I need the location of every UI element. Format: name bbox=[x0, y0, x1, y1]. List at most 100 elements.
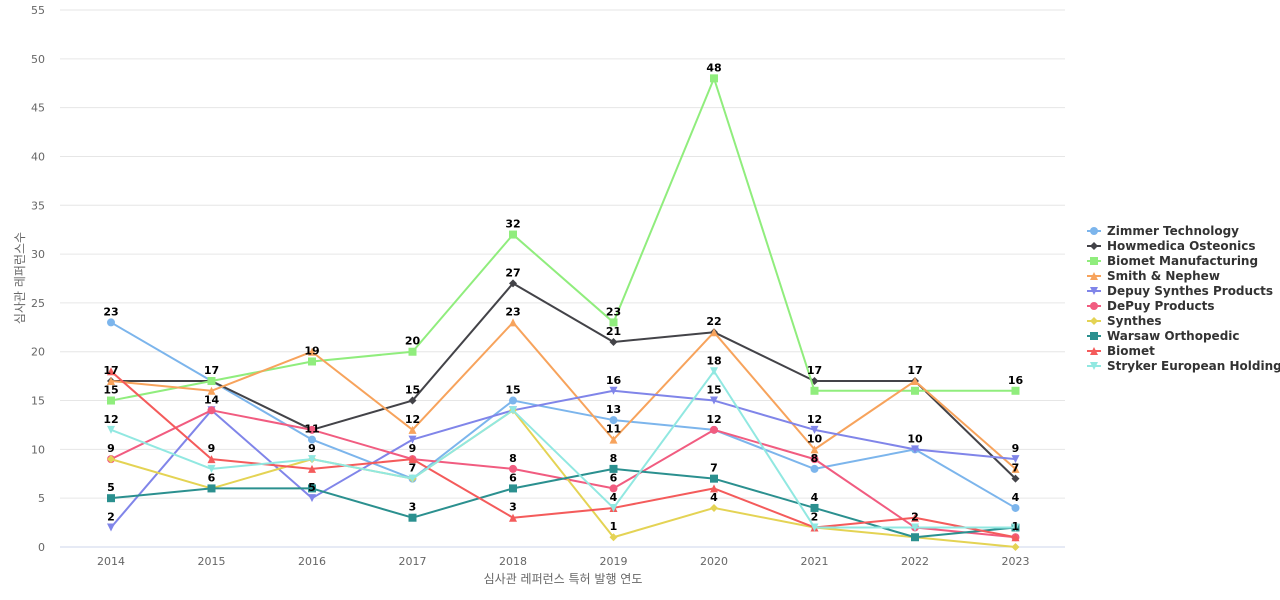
legend-label: Zimmer Technology bbox=[1107, 224, 1239, 238]
data-point bbox=[911, 445, 919, 454]
series-smith-nephew bbox=[107, 318, 1020, 473]
data-label: 12 bbox=[706, 413, 721, 426]
data-label: 9 bbox=[107, 442, 115, 455]
data-label: 6 bbox=[208, 471, 216, 484]
data-point bbox=[207, 464, 216, 473]
data-label: 6 bbox=[610, 471, 618, 484]
legend-label: Synthes bbox=[1107, 314, 1162, 328]
data-point bbox=[1011, 523, 1020, 532]
data-label: 27 bbox=[505, 266, 520, 279]
y-axis-title: 심사관 레퍼런스수 bbox=[13, 232, 27, 324]
data-label: 1 bbox=[1012, 520, 1020, 533]
legend-item-biomet[interactable]: Biomet bbox=[1087, 344, 1155, 358]
data-label: 2 bbox=[811, 510, 819, 523]
data-label: 4 bbox=[1012, 491, 1020, 504]
data-label: 10 bbox=[907, 432, 923, 445]
data-point bbox=[308, 357, 316, 366]
data-point bbox=[308, 494, 316, 503]
series-line bbox=[110, 321, 1017, 470]
data-point bbox=[710, 74, 718, 83]
legend-item-warsaw-orthopedic[interactable]: Warsaw Orthopedic bbox=[1087, 329, 1240, 343]
series-line bbox=[110, 321, 1017, 509]
y-tick-label: 10 bbox=[31, 443, 45, 456]
y-tick-label: 15 bbox=[31, 395, 45, 408]
data-point bbox=[609, 337, 618, 346]
legend-item-smith-nephew[interactable]: Smith & Nephew bbox=[1087, 269, 1220, 283]
data-point bbox=[509, 396, 517, 405]
legend-item-depuy-synthes-products[interactable]: Depuy Synthes Products bbox=[1087, 284, 1273, 298]
y-tick-label: 25 bbox=[31, 297, 45, 310]
data-label: 9 bbox=[308, 442, 316, 455]
x-tick-label: 2014 bbox=[97, 555, 125, 568]
series-line bbox=[110, 409, 1016, 548]
legend-marker bbox=[1090, 287, 1098, 295]
data-point bbox=[107, 494, 115, 503]
data-point bbox=[710, 367, 718, 376]
data-point bbox=[609, 533, 618, 542]
data-point bbox=[408, 513, 417, 522]
data-point bbox=[408, 474, 417, 483]
data-point bbox=[408, 425, 417, 434]
legend-label: Warsaw Orthopedic bbox=[1107, 329, 1240, 343]
legend-item-stryker-european-holdings[interactable]: Stryker European Holdings bbox=[1087, 359, 1280, 373]
data-point bbox=[609, 386, 618, 395]
data-point bbox=[509, 484, 517, 493]
data-point bbox=[609, 484, 618, 493]
data-point bbox=[509, 464, 517, 473]
data-label: 3 bbox=[409, 501, 417, 514]
data-point bbox=[308, 435, 316, 444]
data-label: 2 bbox=[911, 510, 919, 523]
legend-item-howmedica-osteonics[interactable]: Howmedica Osteonics bbox=[1087, 239, 1255, 253]
data-point bbox=[207, 406, 216, 415]
data-label: 4 bbox=[710, 491, 718, 504]
data-label: 22 bbox=[706, 315, 721, 328]
data-point bbox=[710, 484, 718, 493]
legend-item-synthes[interactable]: Synthes bbox=[1087, 314, 1162, 328]
legend-label: DePuy Products bbox=[1107, 299, 1215, 313]
data-point bbox=[207, 455, 216, 464]
data-point bbox=[810, 386, 819, 395]
data-label: 23 bbox=[103, 305, 118, 318]
data-point bbox=[308, 425, 316, 434]
data-point bbox=[1011, 503, 1020, 512]
data-point bbox=[1011, 464, 1020, 473]
data-label: 4 bbox=[811, 491, 819, 504]
data-label: 4 bbox=[610, 491, 618, 504]
data-point bbox=[408, 435, 417, 444]
x-axis-title: 심사관 레퍼런스 특허 발행 연도 bbox=[484, 571, 643, 586]
data-label: 21 bbox=[606, 325, 621, 338]
legend-marker bbox=[1090, 257, 1098, 265]
data-point bbox=[107, 455, 115, 464]
legend-label: Smith & Nephew bbox=[1107, 269, 1220, 283]
legend-marker bbox=[1090, 332, 1098, 340]
data-point bbox=[308, 347, 316, 356]
series-line bbox=[111, 282, 1017, 480]
legend-marker bbox=[1090, 317, 1098, 325]
data-label: 15 bbox=[706, 384, 721, 397]
data-label: 11 bbox=[304, 423, 319, 436]
legend-item-depuy-products[interactable]: DePuy Products bbox=[1087, 299, 1215, 313]
legend-item-zimmer-technology[interactable]: Zimmer Technology bbox=[1087, 224, 1239, 238]
legend-label: Howmedica Osteonics bbox=[1107, 239, 1255, 253]
data-label: 23 bbox=[606, 305, 621, 318]
data-point bbox=[710, 425, 718, 434]
data-point bbox=[1011, 455, 1020, 464]
data-label: 17 bbox=[103, 364, 118, 377]
data-label: 16 bbox=[1008, 374, 1024, 387]
data-point bbox=[911, 523, 919, 532]
legend-marker bbox=[1090, 242, 1098, 250]
data-label: 10 bbox=[807, 432, 823, 445]
data-label: 5 bbox=[308, 481, 316, 494]
data-label: 15 bbox=[103, 384, 118, 397]
data-label: 14 bbox=[204, 393, 220, 406]
legend-item-biomet-manufacturing[interactable]: Biomet Manufacturing bbox=[1087, 254, 1258, 268]
series-biomet-manufacturing bbox=[107, 74, 1020, 405]
data-label: 6 bbox=[509, 471, 517, 484]
data-point bbox=[911, 513, 919, 522]
data-point bbox=[107, 523, 115, 532]
data-point bbox=[308, 484, 316, 493]
data-point bbox=[408, 455, 417, 464]
legend-label: Stryker European Holdings bbox=[1107, 359, 1280, 373]
